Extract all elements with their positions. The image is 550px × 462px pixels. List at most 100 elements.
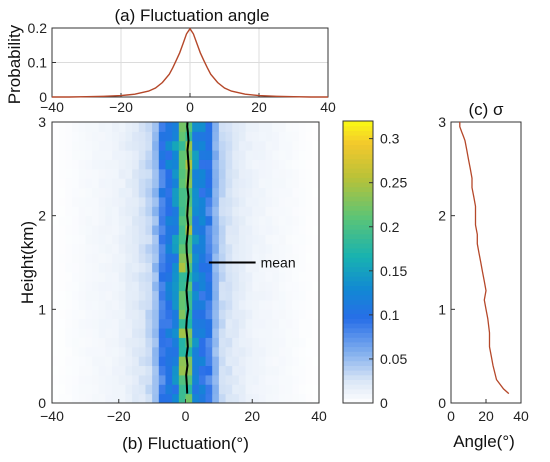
colorbar-segment	[343, 177, 373, 183]
heatmap-cell	[132, 131, 140, 142]
heatmap-cell	[72, 328, 80, 338]
heatmap-cell	[232, 234, 240, 245]
heatmap-cell	[278, 234, 287, 245]
heatmap-cell	[292, 271, 300, 282]
heatmap-cell	[198, 131, 207, 142]
heatmap-cell	[305, 253, 313, 263]
heatmap-cell	[278, 384, 287, 395]
heatmap-cell	[78, 365, 86, 376]
heatmap-cell	[278, 271, 287, 282]
heatmap-cell	[118, 337, 126, 348]
heatmap-cell	[138, 187, 146, 198]
heatmap-cell	[65, 356, 73, 367]
heatmap-cell	[285, 159, 293, 170]
heatmap-cell	[198, 140, 207, 151]
heatmap-cell	[145, 318, 153, 329]
heatmap-cell	[145, 365, 153, 376]
heatmap-cell	[178, 365, 186, 376]
heatmap-cell	[238, 234, 247, 245]
heatmap-cell	[105, 346, 113, 357]
heatmap-cell	[312, 215, 320, 226]
heatmap-cell	[218, 290, 227, 301]
heatmap-cell	[178, 309, 186, 320]
heatmap-cell	[185, 384, 193, 395]
heatmap-cell	[285, 281, 293, 292]
heatmap-cell	[78, 393, 86, 404]
heatmap-cell	[265, 253, 273, 263]
heatmap-cell	[118, 168, 126, 179]
heatmap-cell	[225, 356, 233, 367]
colorbar-segment	[343, 290, 373, 296]
heatmap-cell	[112, 384, 120, 395]
heatmap-cell	[285, 178, 293, 189]
heatmap-cell	[238, 131, 247, 142]
heatmap-cell	[245, 384, 253, 395]
colorbar-segment	[343, 313, 373, 319]
heatmap-cell	[278, 356, 287, 367]
heatmap-cell	[78, 225, 86, 235]
heatmap-cell	[125, 328, 133, 338]
heatmap-cell	[118, 178, 126, 189]
heatmap-cell	[138, 234, 146, 245]
heatmap-cell	[278, 253, 287, 263]
heatmap-cell	[232, 122, 240, 132]
heatmap-cell	[112, 318, 120, 329]
heatmap-cell	[198, 225, 207, 235]
heatmap-cell	[292, 262, 300, 273]
heatmap-cell	[78, 318, 86, 329]
heatmap-cell	[192, 159, 200, 170]
heatmap-cell	[172, 299, 180, 310]
heatmap-cell	[105, 374, 113, 385]
heatmap-cell	[312, 393, 320, 404]
colorbar-segment	[343, 168, 373, 174]
heatmap-cell	[212, 346, 220, 357]
heatmap-cell	[292, 234, 300, 245]
heatmap-cell	[225, 290, 233, 301]
heatmap-cell	[152, 168, 160, 179]
heatmap-cell	[172, 225, 180, 235]
heatmap-cell	[252, 150, 260, 160]
heatmap-cell	[178, 262, 186, 273]
heatmap-cell	[258, 206, 267, 217]
heatmap-cell	[58, 346, 66, 357]
heatmap-cell	[125, 393, 133, 404]
heatmap-cell	[52, 337, 60, 348]
heatmap-cell	[112, 346, 120, 357]
heatmap-cell	[285, 299, 293, 310]
heatmap-cell	[265, 122, 273, 132]
heatmap-cell	[92, 187, 100, 198]
heatmap-cell	[118, 122, 126, 132]
panel-c-ytick-label: 2	[438, 208, 446, 224]
heatmap-cell	[272, 140, 280, 151]
heatmap-cell	[312, 309, 320, 320]
heatmap-cell	[298, 196, 307, 207]
heatmap-cell	[258, 262, 267, 273]
heatmap-cell	[98, 309, 106, 320]
heatmap-cell	[272, 234, 280, 245]
heatmap-cell	[172, 262, 180, 273]
heatmap-cell	[198, 290, 207, 301]
colorbar-segment	[343, 139, 373, 145]
heatmap-cell	[192, 243, 200, 254]
heatmap-cell	[72, 299, 80, 310]
heatmap-cell	[138, 309, 146, 320]
heatmap-cell	[192, 150, 200, 160]
heatmap-cell	[158, 262, 166, 273]
heatmap-cell	[205, 384, 213, 395]
heatmap-cell	[285, 243, 293, 254]
heatmap-cell	[112, 168, 120, 179]
heatmap-cell	[105, 243, 113, 254]
colorbar-segment	[343, 299, 373, 305]
heatmap-cell	[272, 122, 280, 132]
heatmap-cell	[298, 346, 307, 357]
heatmap-cell	[165, 262, 173, 273]
heatmap-cell	[172, 337, 180, 348]
heatmap-cell	[65, 318, 73, 329]
panel-a-ylabel: Probability	[5, 24, 24, 104]
heatmap-cell	[265, 309, 273, 320]
heatmap-cell	[98, 337, 106, 348]
colorbar-segment	[343, 262, 373, 268]
heatmap-cell	[158, 384, 166, 395]
heatmap-cell	[285, 187, 293, 198]
